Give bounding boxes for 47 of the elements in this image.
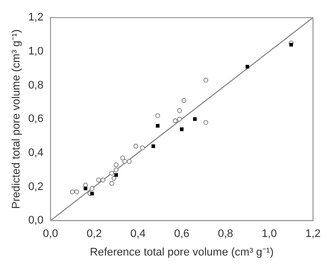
point: [112, 176, 116, 181]
point: [177, 116, 182, 122]
y-tick-label: 1,0: [28, 45, 44, 58]
point: [182, 98, 186, 103]
point: [203, 120, 208, 125]
point: [122, 158, 128, 164]
point: [203, 78, 208, 83]
point: [109, 170, 114, 176]
y-tick-label: 0,2: [28, 180, 44, 193]
point: [114, 173, 118, 177]
point: [156, 124, 160, 128]
y-tick-label: 0,8: [28, 79, 44, 92]
point: [126, 158, 132, 164]
x-tick-label: 0,6: [174, 228, 190, 240]
point: [155, 113, 160, 118]
y-tick-label: 0,4: [28, 146, 44, 159]
y-tick-label: 0,0: [28, 214, 44, 227]
y-tick-label: 1,2: [28, 12, 44, 24]
point: [109, 180, 114, 186]
x-tick-label: 0,2: [86, 228, 102, 240]
point: [90, 186, 94, 191]
y-tick-label: 0,6: [28, 113, 44, 126]
y-axis-title: Predicted total pore volume (cm³ g⁻¹): [10, 29, 23, 209]
x-axis-title: Reference total pore volume (cm³ g⁻¹): [90, 246, 274, 258]
point: [100, 178, 106, 182]
point: [74, 189, 80, 194]
point: [114, 162, 119, 168]
point: [177, 108, 182, 114]
point: [90, 192, 94, 196]
point: [151, 144, 156, 148]
x-tick-label: 0,8: [218, 228, 234, 240]
point: [70, 189, 75, 194]
point: [84, 186, 88, 190]
point: [246, 64, 250, 68]
x-tick-label: 0,4: [130, 228, 146, 240]
point: [172, 118, 178, 124]
x-tick-label: 1,0: [262, 228, 277, 240]
point: [140, 145, 145, 150]
x-tick-label: 1,2: [305, 228, 321, 240]
point: [133, 144, 138, 149]
point: [96, 178, 102, 182]
point: [114, 167, 119, 172]
point: [193, 117, 197, 121]
point: [83, 182, 88, 188]
point: [180, 127, 184, 132]
point: [120, 156, 126, 160]
x-tick-label: 0,0: [42, 228, 58, 240]
